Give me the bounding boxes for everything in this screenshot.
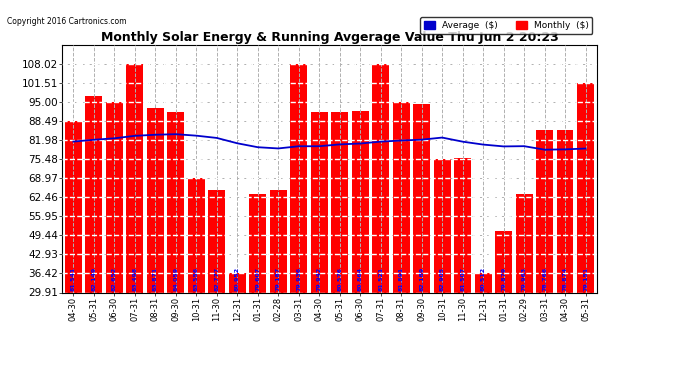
Text: 83.556: 83.556 — [194, 267, 199, 291]
Text: 79.151: 79.151 — [583, 267, 588, 291]
Text: 81.891: 81.891 — [399, 267, 404, 291]
Bar — [373, 64, 389, 375]
Text: 82.189: 82.189 — [419, 267, 424, 291]
Text: 81.541: 81.541 — [71, 267, 76, 291]
Text: 80.576: 80.576 — [337, 267, 342, 291]
Text: 78.874: 78.874 — [562, 267, 568, 291]
Bar — [434, 159, 451, 375]
Text: 81.507: 81.507 — [460, 267, 465, 291]
Bar — [536, 130, 553, 375]
Text: 80.512: 80.512 — [481, 267, 486, 291]
Text: 79.942: 79.942 — [317, 267, 322, 291]
Bar — [577, 83, 594, 375]
Text: 81.521: 81.521 — [378, 267, 383, 291]
Bar — [229, 273, 246, 375]
Text: 78.766: 78.766 — [542, 267, 547, 291]
Title: Monthly Solar Energy & Running Avgerage Value Thu Jun 2 20:23: Monthly Solar Energy & Running Avgerage … — [101, 31, 558, 44]
Bar — [168, 112, 184, 375]
Text: 80.864: 80.864 — [357, 267, 363, 291]
Legend: Average  ($), Monthly  ($): Average ($), Monthly ($) — [420, 17, 592, 33]
Bar — [270, 190, 286, 375]
Bar — [515, 194, 533, 375]
Text: 79.607: 79.607 — [255, 267, 260, 291]
Bar — [249, 194, 266, 375]
Bar — [86, 96, 102, 375]
Bar — [557, 130, 573, 375]
Bar — [475, 273, 491, 375]
Text: 79.187: 79.187 — [276, 267, 281, 291]
Bar — [106, 102, 123, 375]
Bar — [290, 64, 307, 375]
Text: 80.952: 80.952 — [235, 267, 240, 291]
Text: 79.936: 79.936 — [296, 267, 302, 291]
Bar — [331, 112, 348, 375]
Text: 84.059: 84.059 — [173, 267, 178, 291]
Bar — [208, 190, 225, 375]
Text: 79.879: 79.879 — [501, 267, 506, 291]
Bar — [454, 158, 471, 375]
Bar — [310, 112, 328, 375]
Text: Copyright 2016 Cartronics.com: Copyright 2016 Cartronics.com — [7, 17, 126, 26]
Text: 82.905: 82.905 — [440, 267, 444, 291]
Text: 82.149: 82.149 — [91, 267, 97, 291]
Bar — [495, 231, 512, 375]
Bar — [147, 108, 164, 375]
Bar — [65, 121, 82, 375]
Text: 82.652: 82.652 — [112, 267, 117, 291]
Bar — [413, 104, 430, 375]
Text: 83.871: 83.871 — [152, 267, 158, 291]
Bar — [352, 111, 368, 375]
Bar — [188, 178, 205, 375]
Text: 82.777: 82.777 — [215, 267, 219, 291]
Bar — [393, 102, 410, 375]
Text: 83.498: 83.498 — [132, 267, 137, 291]
Bar — [126, 64, 144, 375]
Text: 79.963: 79.963 — [522, 267, 526, 291]
